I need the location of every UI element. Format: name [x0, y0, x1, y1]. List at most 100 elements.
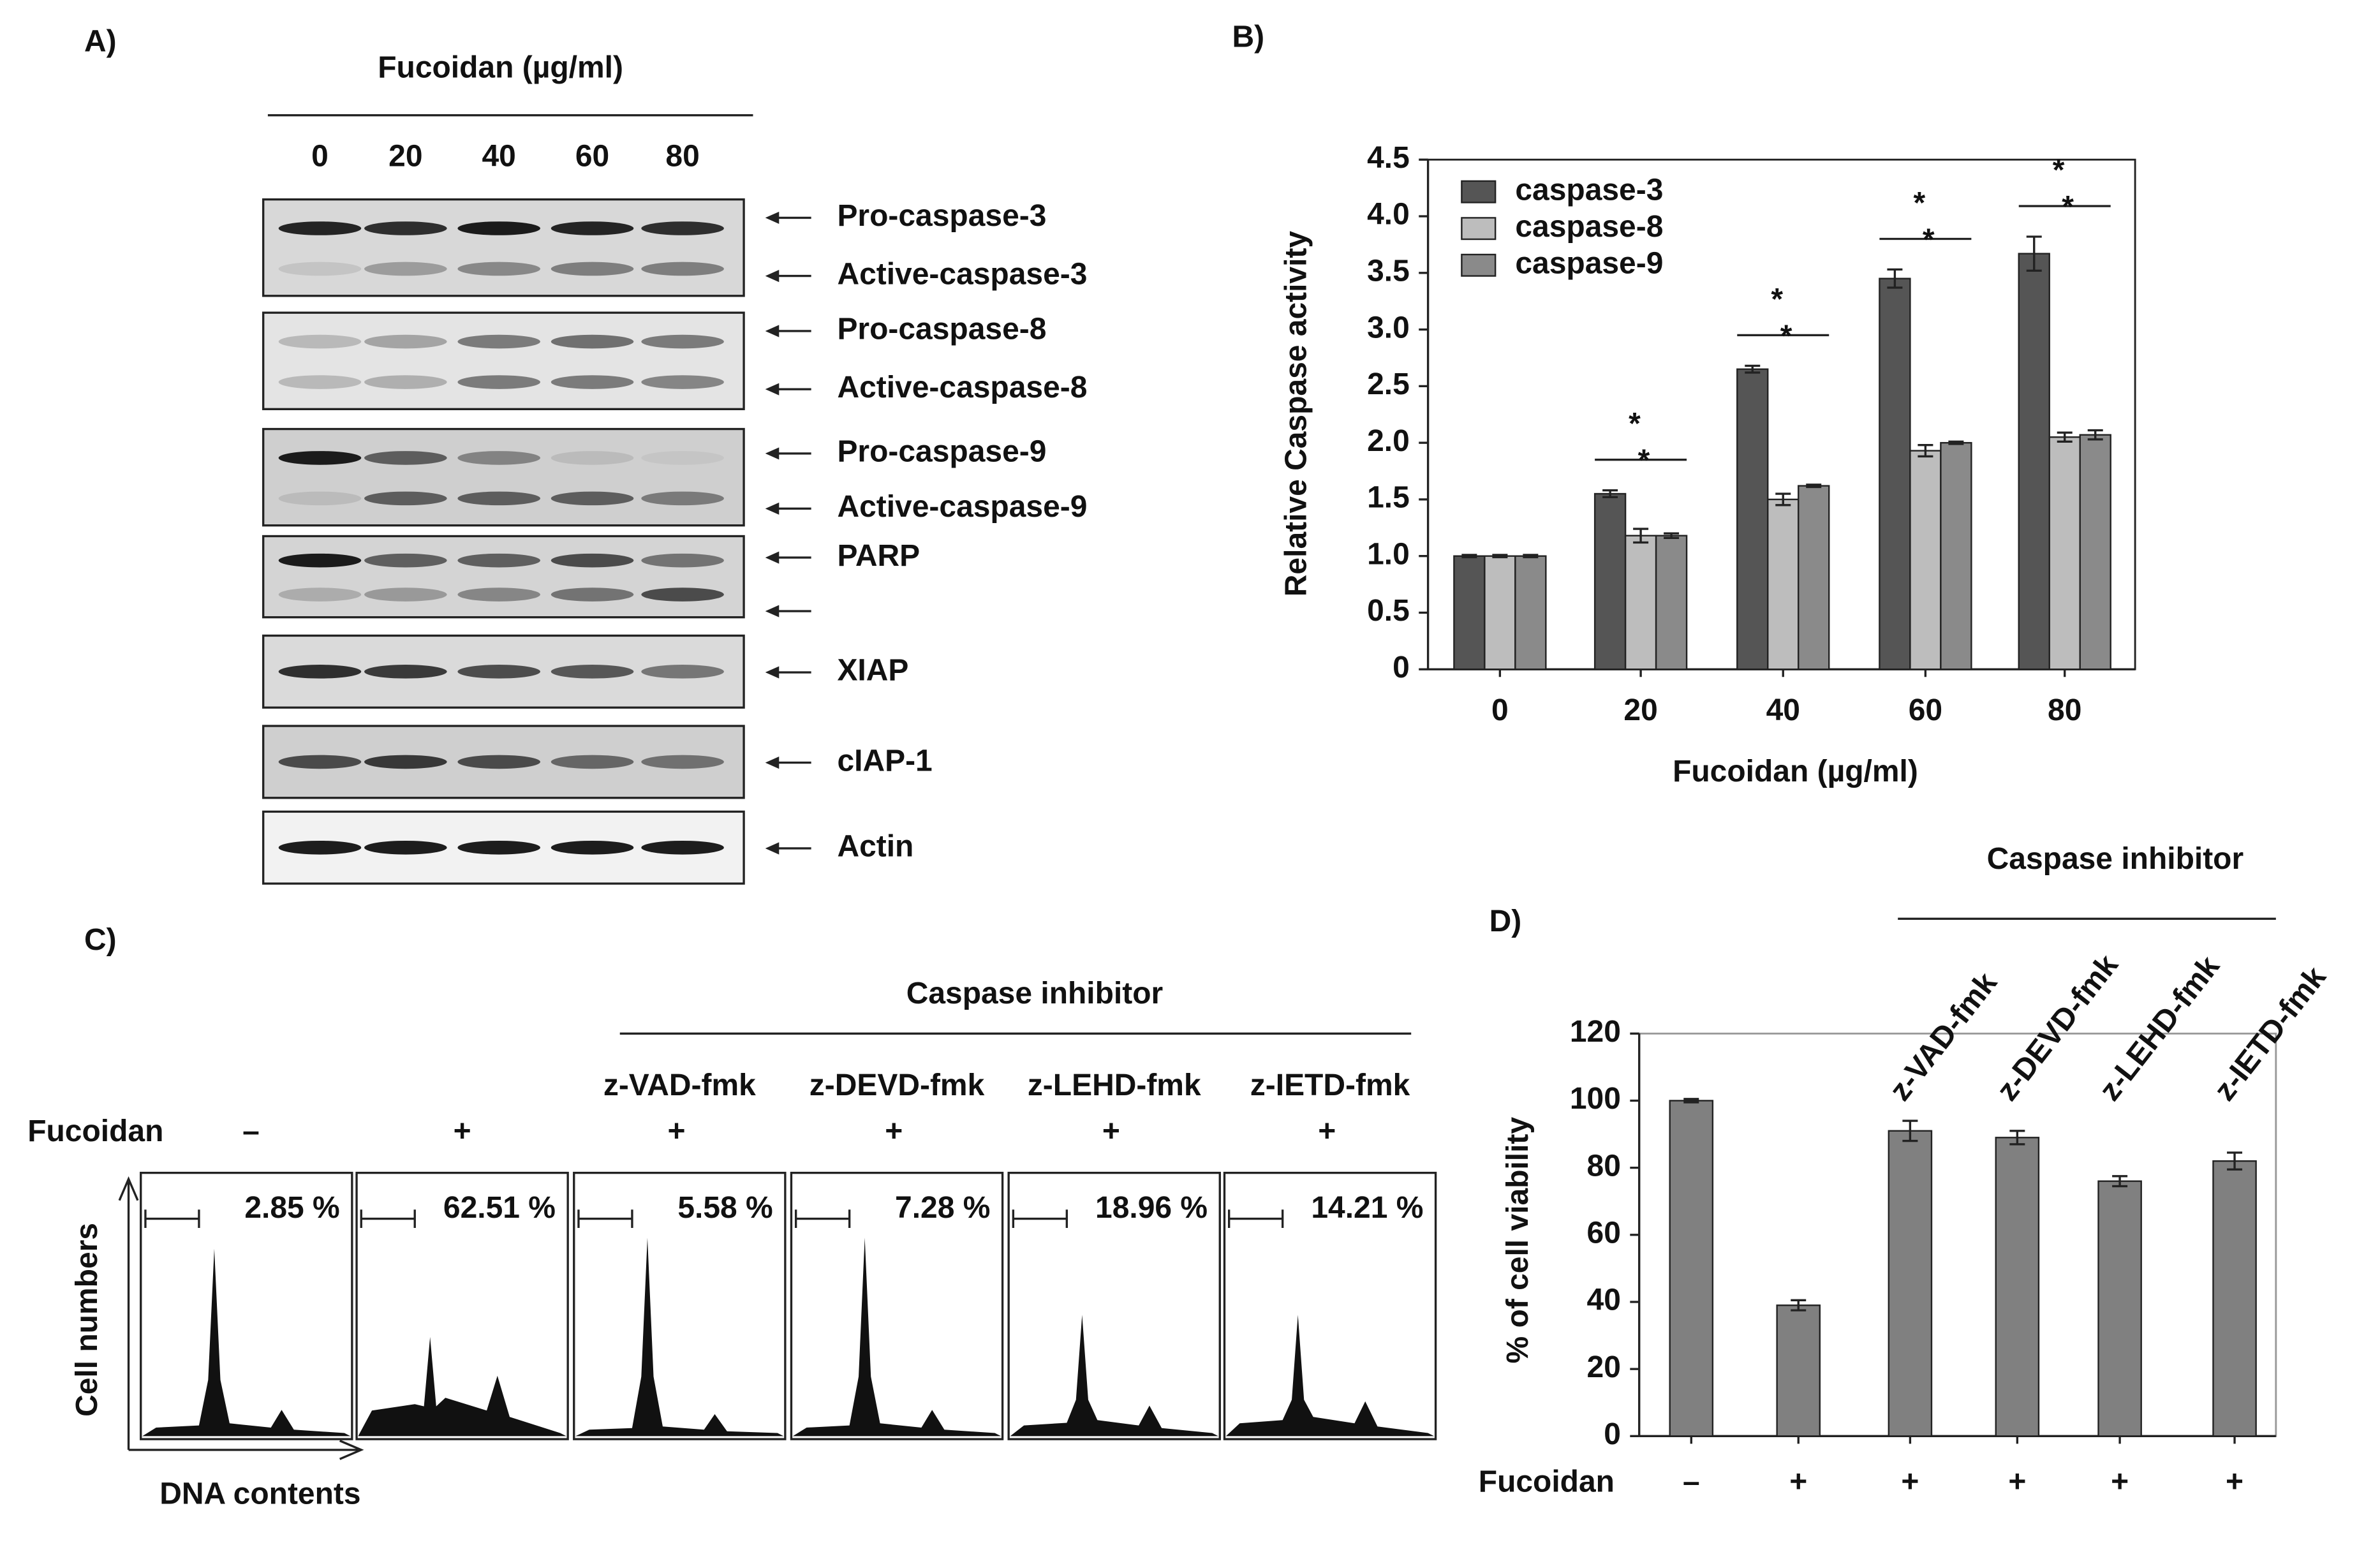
band	[457, 262, 540, 276]
band	[457, 553, 540, 568]
treatment-label: Fucoidan (µg/ml)	[378, 50, 623, 84]
gate-marker	[1228, 1209, 1284, 1229]
arrow-head	[765, 270, 780, 283]
band	[641, 587, 724, 602]
significance-mark: *	[2062, 190, 2074, 224]
y-axis-label: Relative Caspase activity	[1279, 231, 1313, 597]
band	[278, 334, 362, 349]
arrow-head	[765, 325, 780, 337]
error-bar	[2026, 235, 2042, 272]
histogram-frame	[790, 1171, 1004, 1440]
band	[457, 451, 540, 465]
fucoidan-sign: +	[1318, 1114, 1336, 1148]
x-tick-label: 20	[1623, 693, 1657, 727]
band	[364, 221, 447, 235]
band	[364, 755, 447, 769]
x-tick-label: 60	[1909, 693, 1942, 727]
arrow-head	[765, 551, 780, 564]
x-tick-label: 40	[1766, 693, 1800, 727]
band	[551, 755, 634, 769]
bar	[1940, 441, 1972, 670]
histogram	[358, 1336, 566, 1437]
band-label: Actin	[837, 830, 913, 864]
y-tick-label: 20	[1587, 1350, 1621, 1384]
blot	[262, 311, 745, 411]
y-tick-label: 0	[1604, 1417, 1621, 1451]
bar	[2048, 436, 2081, 670]
gated-percent: 5.58 %	[677, 1191, 772, 1225]
bar	[1888, 1130, 1933, 1437]
band	[551, 840, 634, 855]
band	[278, 262, 362, 276]
dose-label: 80	[665, 140, 699, 174]
band	[278, 221, 362, 235]
band	[278, 451, 362, 465]
band	[278, 587, 362, 602]
bar	[2079, 434, 2111, 670]
legend-label: caspase-8	[1515, 210, 1663, 244]
dose-label: 60	[575, 140, 609, 174]
histogram-frame	[1007, 1171, 1221, 1440]
y-tick-label: 0.5	[1367, 594, 1410, 628]
band	[457, 587, 540, 602]
gate-marker	[144, 1209, 200, 1229]
band	[278, 375, 362, 389]
inhibitor-label: z-VAD-fmk	[603, 1068, 756, 1102]
plot-frame	[1638, 1032, 2277, 1437]
gated-percent: 2.85 %	[244, 1191, 339, 1225]
x-tick-label: +	[2111, 1465, 2129, 1498]
band	[551, 334, 634, 349]
significance-mark: *	[1771, 283, 1783, 316]
band	[551, 553, 634, 568]
y-tick-label: 60	[1587, 1216, 1621, 1250]
bar	[1453, 555, 1486, 670]
error-bar	[1902, 1119, 1918, 1142]
band-label: cIAP-1	[837, 744, 932, 778]
error-bar	[1523, 554, 1539, 559]
arrow-head	[765, 757, 780, 769]
significance-mark: *	[1638, 444, 1650, 478]
error-bar	[2087, 429, 2103, 441]
row-label: Fucoidan	[27, 1114, 163, 1148]
band	[457, 840, 540, 855]
gated-percent: 62.51 %	[443, 1191, 556, 1225]
error-bar	[2227, 1151, 2243, 1171]
band-label: XIAP	[837, 654, 908, 688]
y-tick-label: 0	[1393, 651, 1410, 684]
x-axis-label: Fucoidan (µg/ml)	[1673, 755, 1918, 788]
y-tick-label: 2.0	[1367, 424, 1410, 458]
band	[278, 755, 362, 769]
band	[641, 334, 724, 349]
x-tick-label: +	[2008, 1465, 2026, 1498]
bar	[2097, 1180, 2142, 1437]
y-axis-label: Cell numbers	[70, 1223, 104, 1417]
band	[641, 491, 724, 506]
band	[641, 755, 724, 769]
bar	[1767, 498, 1800, 670]
fucoidan-sign: +	[668, 1114, 686, 1148]
error-bar	[1948, 440, 1964, 445]
x-tick-label: –	[1683, 1465, 1700, 1498]
significance-mark: *	[1629, 408, 1641, 441]
histogram	[1225, 1315, 1435, 1437]
legend-swatch	[1461, 253, 1497, 277]
band	[551, 451, 634, 465]
error-bar	[2009, 1130, 2025, 1146]
band	[278, 665, 362, 679]
y-tick-label: 1.0	[1367, 537, 1410, 571]
panel-label: A)	[84, 25, 117, 59]
fucoidan-sign: +	[1102, 1114, 1120, 1148]
bar	[1624, 535, 1657, 670]
y-arrow	[118, 1176, 139, 1450]
band	[641, 451, 724, 465]
band	[641, 665, 724, 679]
band	[641, 553, 724, 568]
fucoidan-sign: +	[885, 1114, 903, 1148]
y-tick-label: 3.5	[1367, 254, 1410, 288]
gated-percent: 14.21 %	[1311, 1191, 1423, 1225]
y-tick-label: 4.0	[1367, 198, 1410, 232]
fucoidan-sign: –	[242, 1114, 260, 1148]
band-label: Active-caspase-3	[837, 257, 1087, 291]
dose-label: 20	[388, 140, 422, 174]
